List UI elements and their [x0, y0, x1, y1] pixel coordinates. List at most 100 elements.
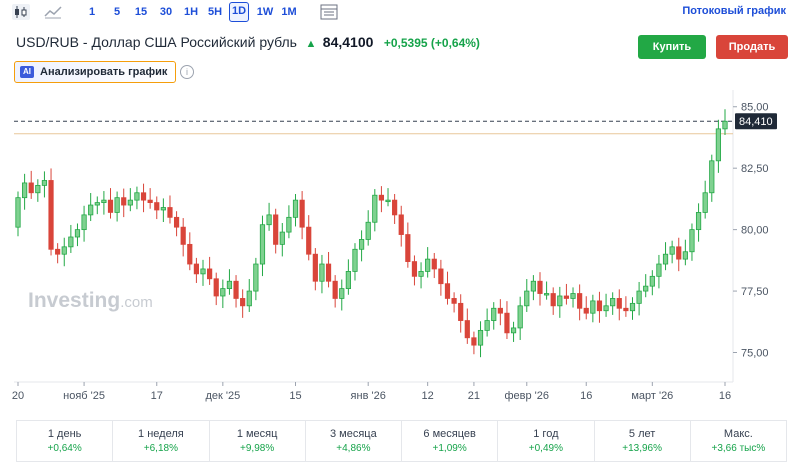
- candle-body[interactable]: [339, 288, 345, 299]
- buy-button[interactable]: Купить: [638, 35, 706, 59]
- candlestick-chart[interactable]: Investing.com 85,00 82,50 80,00 77,50 75,00 84…: [0, 90, 800, 408]
- period-cell[interactable]: 3 месяца +4,86%: [306, 421, 402, 461]
- candle-body[interactable]: [114, 197, 120, 213]
- area-type-icon[interactable]: [44, 4, 62, 20]
- candle-body[interactable]: [107, 199, 114, 213]
- candle-body[interactable]: [378, 194, 385, 201]
- candle-body[interactable]: [643, 285, 649, 292]
- candle-body[interactable]: [273, 214, 279, 245]
- candle-body[interactable]: [550, 293, 556, 307]
- timeframe-1w[interactable]: 1W: [256, 6, 274, 18]
- candle-body[interactable]: [279, 231, 285, 245]
- candle-body[interactable]: [504, 312, 510, 334]
- candle-body[interactable]: [392, 199, 398, 216]
- candle-body[interactable]: [48, 180, 54, 250]
- candle-body[interactable]: [15, 197, 21, 228]
- timeframe-5[interactable]: 5: [113, 6, 121, 18]
- streaming-chart-link[interactable]: Потоковый график: [682, 5, 786, 17]
- candle-body[interactable]: [669, 246, 675, 255]
- candle-body[interactable]: [213, 278, 219, 297]
- candle-body[interactable]: [431, 258, 437, 270]
- candle-body[interactable]: [636, 290, 642, 304]
- candle-body[interactable]: [715, 128, 721, 162]
- timeframe-1[interactable]: 1: [88, 6, 96, 18]
- sell-button[interactable]: Продать: [716, 35, 788, 59]
- candle-body[interactable]: [497, 307, 503, 314]
- candle-body[interactable]: [372, 194, 378, 223]
- candle-body[interactable]: [352, 248, 358, 272]
- period-cell[interactable]: 5 лет +13,96%: [595, 421, 691, 461]
- candle-body[interactable]: [610, 298, 616, 307]
- candle-body[interactable]: [134, 192, 140, 201]
- candle-body[interactable]: [484, 320, 490, 331]
- candle-body[interactable]: [662, 253, 669, 265]
- candle-body[interactable]: [22, 182, 28, 199]
- candle-body[interactable]: [629, 302, 636, 312]
- candle-body[interactable]: [121, 197, 127, 206]
- candle-body[interactable]: [154, 202, 160, 211]
- timeframe-5h[interactable]: 5H: [207, 6, 223, 18]
- period-cell[interactable]: 6 месяцев +1,09%: [402, 421, 499, 461]
- period-cell[interactable]: 1 неделя +6,18%: [113, 421, 210, 461]
- candle-body[interactable]: [253, 263, 259, 292]
- candle-body[interactable]: [583, 307, 589, 314]
- candle-body[interactable]: [140, 192, 147, 201]
- candle-body[interactable]: [491, 307, 497, 321]
- candle-body[interactable]: [709, 160, 715, 194]
- timeframe-30[interactable]: 30: [159, 6, 173, 18]
- candle-body[interactable]: [425, 258, 431, 272]
- candle-body[interactable]: [451, 298, 457, 304]
- candle-body[interactable]: [332, 280, 338, 299]
- candle-body[interactable]: [405, 234, 411, 262]
- candle-body[interactable]: [590, 300, 596, 314]
- candle-body[interactable]: [226, 280, 233, 290]
- candle-body[interactable]: [676, 246, 682, 260]
- candle-body[interactable]: [464, 320, 470, 339]
- candle-body[interactable]: [286, 216, 292, 233]
- candle-body[interactable]: [524, 290, 530, 307]
- candle-body[interactable]: [623, 307, 629, 312]
- candle-body[interactable]: [68, 236, 74, 248]
- candle-body[interactable]: [458, 302, 464, 321]
- candle-body[interactable]: [656, 263, 662, 277]
- candle-body[interactable]: [74, 229, 81, 238]
- candle-body[interactable]: [167, 207, 173, 218]
- candle-body[interactable]: [193, 263, 200, 275]
- candle-body[interactable]: [563, 295, 570, 299]
- candle-body[interactable]: [385, 199, 391, 203]
- candle-body[interactable]: [722, 120, 728, 130]
- candle-body[interactable]: [411, 261, 418, 277]
- candle-body[interactable]: [55, 248, 61, 255]
- timeframe-1d[interactable]: 1D: [229, 2, 249, 22]
- candle-body[interactable]: [41, 180, 48, 186]
- candle-body[interactable]: [147, 199, 153, 203]
- candle-body[interactable]: [312, 253, 318, 282]
- candle-body[interactable]: [702, 192, 708, 213]
- candle-body[interactable]: [28, 182, 34, 194]
- candle-body[interactable]: [61, 246, 67, 255]
- candle-body[interactable]: [306, 226, 312, 255]
- candle-body[interactable]: [292, 199, 299, 218]
- candle-body[interactable]: [240, 298, 246, 307]
- candle-body[interactable]: [358, 239, 365, 250]
- period-cell[interactable]: 1 месяц +9,98%: [210, 421, 306, 461]
- candle-body[interactable]: [101, 199, 107, 203]
- candle-body[interactable]: [689, 229, 695, 253]
- candle-body[interactable]: [319, 263, 325, 282]
- candle-body[interactable]: [418, 271, 424, 277]
- candle-body[interactable]: [444, 283, 451, 299]
- candle-body[interactable]: [81, 214, 87, 231]
- candle-body[interactable]: [616, 298, 622, 309]
- timeframe-1h[interactable]: 1H: [183, 6, 199, 18]
- candle-body[interactable]: [695, 212, 702, 231]
- candle-body[interactable]: [477, 329, 484, 346]
- period-cell[interactable]: 1 день +0,64%: [17, 421, 114, 461]
- period-cell[interactable]: Макс. +3,66 тыс%: [691, 421, 786, 461]
- candle-body[interactable]: [35, 184, 41, 194]
- candle-body[interactable]: [570, 293, 576, 299]
- candle-body[interactable]: [325, 263, 332, 282]
- info-icon[interactable]: i: [180, 65, 194, 79]
- candle-body[interactable]: [88, 204, 94, 216]
- candle-body[interactable]: [299, 199, 305, 228]
- candle-body[interactable]: [530, 280, 536, 292]
